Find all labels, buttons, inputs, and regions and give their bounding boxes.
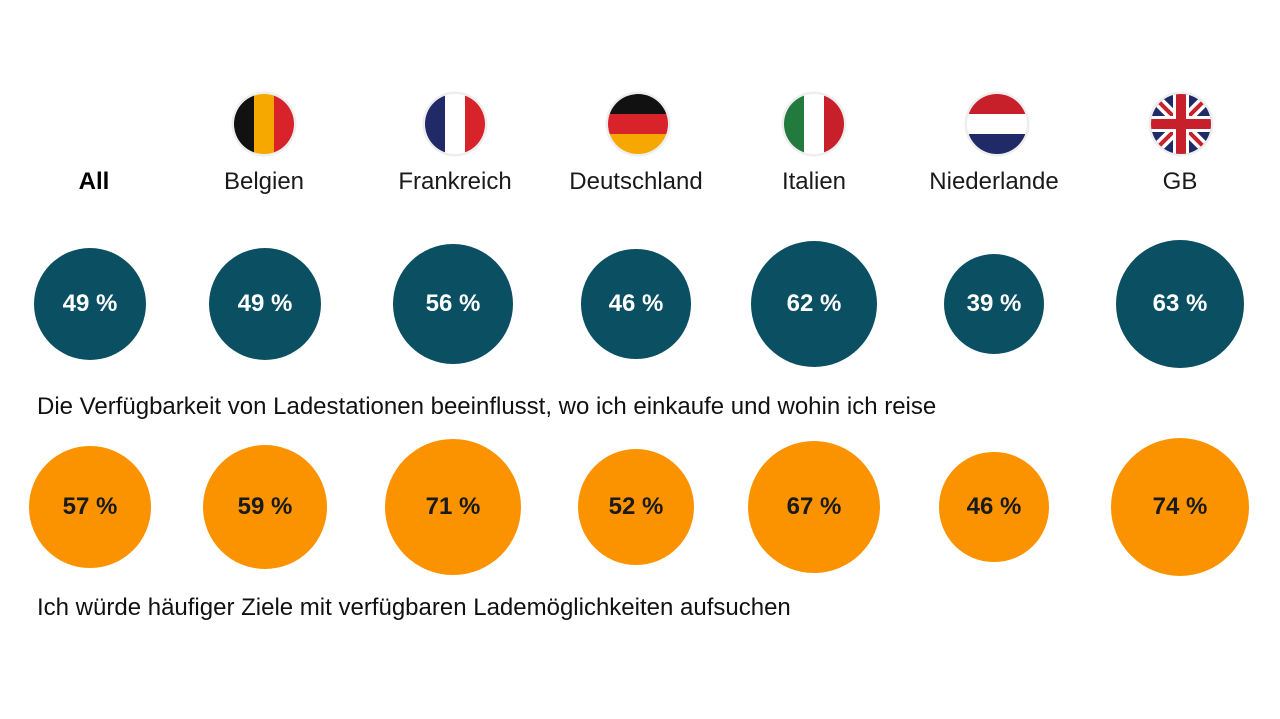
bubble-1-niederlande: 39 % xyxy=(943,253,1045,355)
bubble-value-label: 46 % xyxy=(966,492,1022,520)
bubble-1-deutschland: 46 % xyxy=(581,249,691,359)
bubble-2-all: 57 % xyxy=(29,446,151,568)
column-label-gb: GB xyxy=(1162,168,1198,195)
column-label-all: All xyxy=(78,168,110,195)
bubble-1-all: 49 % xyxy=(33,247,147,361)
bubble-value-label: 49 % xyxy=(237,289,293,317)
bubble-1-gb: 63 % xyxy=(1116,240,1244,368)
belgium-flag-icon xyxy=(231,91,297,157)
bubble-2-deutschland: 52 % xyxy=(577,448,695,566)
bubble-2-italien: 67 % xyxy=(747,440,880,573)
bubble-1-italien: 62 % xyxy=(750,240,878,368)
bubble-value-label: 62 % xyxy=(786,289,842,317)
column-label-italien: Italien xyxy=(781,168,847,195)
bubble-value-label: 63 % xyxy=(1152,290,1208,317)
bubble-value-label: 52 % xyxy=(608,492,664,520)
bubble-value-label: 74 % xyxy=(1152,492,1208,520)
bubble-2-niederlande: 46 % xyxy=(939,452,1049,562)
france-flag-icon xyxy=(422,91,488,157)
column-label-deutschland: Deutschland xyxy=(569,168,703,195)
column-label-belgien: Belgien xyxy=(223,168,305,195)
uk-flag-icon xyxy=(1148,91,1214,157)
italy-flag-icon xyxy=(781,91,847,157)
bubble-value-label: 57 % xyxy=(62,492,118,520)
netherlands-flag-icon xyxy=(964,91,1030,157)
bubble-1-frankreich: 56 % xyxy=(392,243,514,365)
bubble-2-belgien: 59 % xyxy=(203,445,327,569)
bubble-value-label: 67 % xyxy=(786,492,842,520)
bubble-value-label: 59 % xyxy=(237,492,293,520)
row-1-caption: Die Verfügbarkeit von Ladestationen beei… xyxy=(37,393,937,420)
column-label-niederlande: Niederlande xyxy=(929,168,1059,195)
bubble-value-label: 49 % xyxy=(62,289,118,317)
row-2-caption: Ich würde häufiger Ziele mit verfügbaren… xyxy=(37,594,791,621)
column-label-frankreich: Frankreich xyxy=(398,168,512,195)
bubble-2-frankreich: 71 % xyxy=(385,439,521,575)
bubble-2-gb: 74 % xyxy=(1110,437,1250,577)
bubble-value-label: 39 % xyxy=(966,289,1022,317)
bubble-value-label: 46 % xyxy=(608,289,664,317)
germany-flag-icon xyxy=(605,91,671,157)
bubble-value-label: 56 % xyxy=(425,289,481,317)
bubble-value-label: 71 % xyxy=(425,492,481,520)
bubble-1-belgien: 49 % xyxy=(208,247,322,361)
